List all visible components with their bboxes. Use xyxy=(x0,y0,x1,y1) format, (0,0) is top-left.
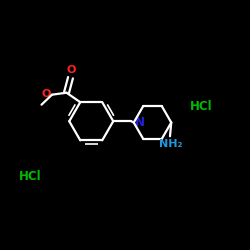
Text: HCl: HCl xyxy=(190,100,212,113)
Text: N: N xyxy=(135,116,145,128)
Text: HCl: HCl xyxy=(19,170,42,183)
Text: O: O xyxy=(42,89,51,99)
Text: NH₂: NH₂ xyxy=(159,139,182,149)
Text: O: O xyxy=(66,65,76,75)
